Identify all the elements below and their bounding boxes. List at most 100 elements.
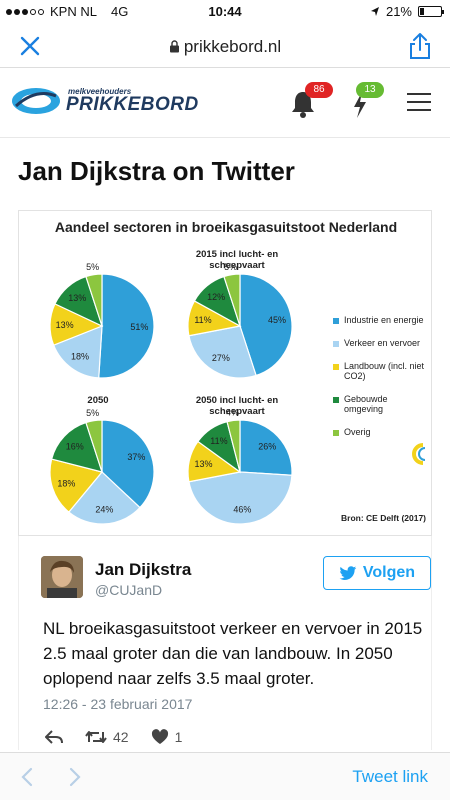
chart-legend: Industrie en energie Verkeer en vervoer … [333, 315, 429, 450]
legend-label: Verkeer en vervoer [344, 338, 421, 348]
pie-slice [68, 471, 141, 525]
pie-slice-label: 4% [226, 407, 239, 417]
pie-slice [52, 325, 103, 379]
signal-strength-icon [6, 8, 44, 15]
pie-slice-label: 5% [86, 262, 99, 272]
ce-delft-logo-icon [412, 443, 426, 465]
legend-swatch [333, 364, 339, 370]
pie-slice [85, 419, 103, 473]
site-logo[interactable]: melkveehouders PRIKKEBORD [10, 82, 200, 122]
legend-item: Verkeer en vervoer [333, 338, 429, 348]
legend-swatch [333, 397, 339, 403]
like-count: 1 [174, 729, 183, 745]
status-left: KPN NL 4G [6, 4, 128, 19]
logo-emblem-icon [12, 88, 60, 114]
pie-slice-label: 13% [194, 459, 212, 469]
pie-slice-label: 26% [258, 441, 276, 451]
status-right: 21% [370, 4, 444, 19]
url-display[interactable]: prikkebord.nl [0, 37, 450, 57]
retweet-icon [85, 731, 107, 743]
author-avatar[interactable] [41, 556, 83, 598]
url-text: prikkebord.nl [183, 37, 282, 56]
author-handle[interactable]: @CUJanD [95, 582, 163, 598]
pie-chart-2015: 51% 18% 13% 13% 5% [49, 262, 155, 379]
pie-slice [239, 273, 293, 377]
pie-slice-label: 13% [56, 320, 74, 330]
pie-slice [223, 273, 241, 327]
pie-title-2: 2050 [87, 395, 109, 406]
legend-label: Overig [344, 427, 371, 437]
legend-item: Landbouw (incl. niet CO2) [333, 361, 429, 381]
pie-slice-label: 51% [130, 322, 148, 332]
pie-chart-2015-incl-aviation: 45% 27% 11% 12% 5% [187, 262, 293, 379]
browser-bottom-bar: Tweet link [0, 752, 450, 800]
pie-slice-label: 18% [71, 351, 89, 361]
battery-percent: 21% [385, 4, 412, 19]
legend-swatch [333, 430, 339, 436]
close-icon[interactable] [18, 34, 42, 58]
legend-swatch [333, 341, 339, 347]
status-time: 10:44 [208, 4, 242, 19]
carrier-name: KPN NL [50, 4, 97, 19]
pie-chart-2050: 37% 24% 18% 16% 5% [49, 408, 155, 525]
legend-item: Overig [333, 427, 429, 437]
pie-slice-label: 27% [212, 353, 230, 363]
pie-slice [239, 419, 293, 476]
page-title: Jan Dijkstra on Twitter [18, 156, 295, 186]
pie-slice-label: 11% [194, 315, 211, 325]
reply-icon [45, 730, 63, 744]
legend-swatch [333, 318, 339, 324]
tweet-card: Jan Dijkstra @CUJanD Volgen NL broeikasg… [18, 536, 432, 750]
pie-slice-label: 18% [57, 479, 75, 489]
menu-hamburger-icon[interactable] [407, 93, 431, 113]
retweet-count: 42 [113, 729, 129, 745]
legend-item: Industrie en energie [333, 315, 429, 325]
pie-slice-label: 45% [268, 315, 286, 325]
pie-slice [49, 458, 104, 513]
tweet-actions: 42 1 [45, 729, 204, 745]
legend-item: Gebouwde omgeving [333, 394, 429, 414]
avatar-photo [41, 556, 83, 598]
pie-slice-label: 24% [95, 504, 113, 514]
activity-count-badge[interactable]: 13 [356, 82, 384, 98]
back-chevron-icon[interactable] [20, 767, 34, 787]
forward-chevron-icon[interactable] [68, 767, 82, 787]
logo-tagline: melkveehouders [68, 87, 132, 96]
follow-label: Volgen [362, 564, 416, 581]
share-icon[interactable] [408, 32, 432, 60]
pie-slice-label: 37% [127, 452, 145, 462]
follow-button[interactable]: Volgen [323, 556, 431, 590]
pie-slice [85, 273, 103, 327]
legend-label: Gebouwde omgeving [344, 394, 388, 414]
twitter-bird-icon [339, 565, 357, 580]
heart-icon [151, 729, 168, 744]
pie-slice [188, 325, 257, 379]
notifications-count-badge[interactable]: 86 [305, 82, 333, 98]
pie-slice [188, 471, 293, 525]
chart-title: Aandeel sectoren in broeikasgasuitstoot … [54, 219, 398, 235]
pie-slice-label: 5% [224, 262, 237, 272]
network-type: 4G [110, 4, 129, 19]
legend-label: Landbouw (incl. niet CO2) [344, 361, 425, 381]
battery-level [420, 8, 425, 15]
pie-slice [226, 419, 241, 473]
site-header: melkveehouders PRIKKEBORD 86 13 [0, 68, 450, 138]
status-bar: KPN NL 4G 10:44 21% [0, 0, 450, 24]
tweet-chart-image[interactable]: Aandeel sectoren in broeikasgasuitstoot … [18, 210, 432, 536]
pie-title-1: 2015 incl lucht- en scheepvaart [195, 249, 279, 271]
lock-icon [169, 40, 179, 53]
retweet-action[interactable]: 42 [85, 729, 129, 745]
activity-bolt-icon[interactable] [350, 90, 370, 120]
pie-slice [101, 419, 155, 509]
tweet-timestamp[interactable]: 12:26 - 23 februari 2017 [43, 696, 193, 712]
pie-slice-label: 12% [207, 292, 225, 302]
like-action[interactable]: 1 [151, 729, 183, 745]
pie-slice-label: 11% [210, 436, 227, 446]
author-name[interactable]: Jan Dijkstra [95, 560, 192, 579]
tweet-link[interactable]: Tweet link [352, 767, 428, 786]
pie-title-3: 2050 incl lucht- en scheepvaart [195, 395, 279, 417]
pie-slice-label: 46% [233, 504, 251, 514]
browser-url-bar: prikkebord.nl [0, 24, 450, 68]
reply-action[interactable] [45, 730, 63, 744]
chart-source: Bron: CE Delft (2017) [341, 513, 427, 523]
